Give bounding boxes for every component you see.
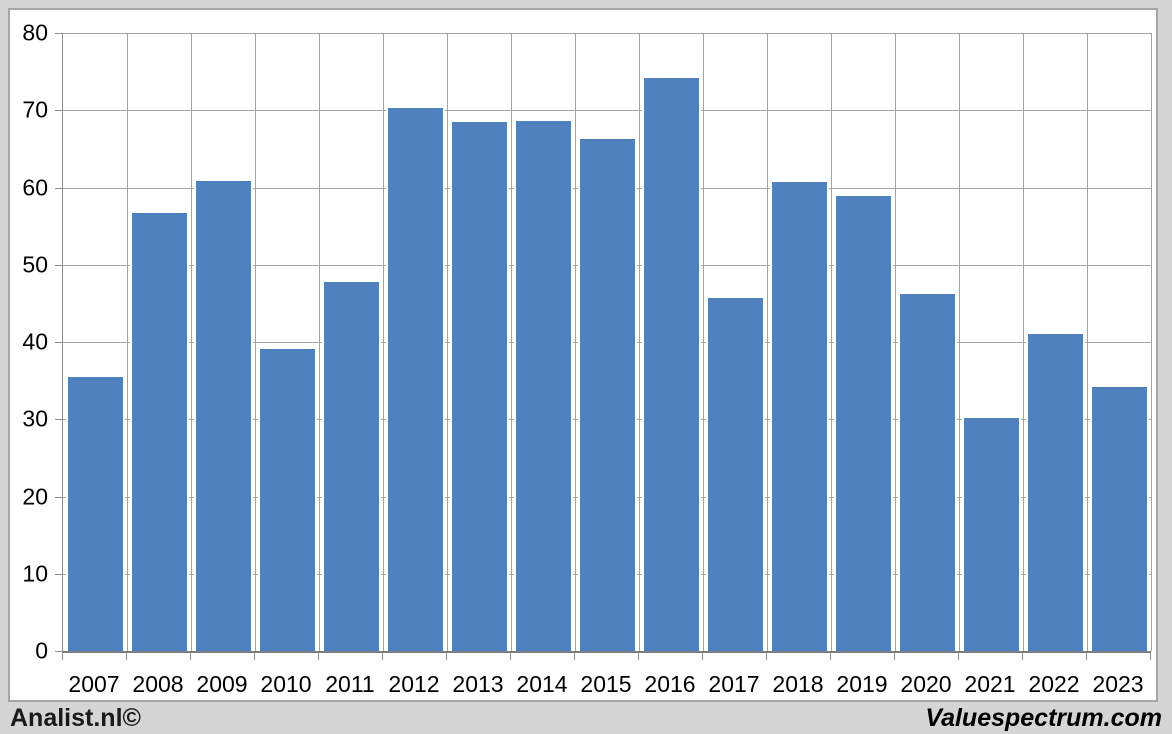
x-axis-tick-7 — [510, 653, 511, 660]
gridline-v-10 — [702, 33, 704, 651]
plot-area — [62, 33, 1152, 653]
y-axis-label-20: 20 — [22, 483, 48, 509]
y-axis-tick-60 — [55, 187, 62, 189]
x-axis-label-2022: 2022 — [1028, 671, 1080, 697]
x-axis-label-2014: 2014 — [516, 671, 568, 697]
y-axis-tick-0 — [55, 651, 62, 652]
x-axis-label-2023: 2023 — [1092, 671, 1144, 697]
y-axis-tick-20 — [55, 496, 62, 498]
bar-2013 — [449, 120, 509, 651]
x-axis-tick-5 — [382, 653, 383, 660]
footer-bar: Analist.nl© Valuespectrum.com — [0, 702, 1172, 734]
x-axis-label-2011: 2011 — [325, 671, 375, 697]
x-axis-label-2009: 2009 — [196, 671, 248, 697]
x-axis-label-2012: 2012 — [388, 671, 440, 697]
y-axis-label-80: 80 — [22, 19, 48, 46]
chart-panel: 0 10 20 30 40 50 60 70 80 2007 2008 2009 2010 2011 20… — [8, 8, 1158, 702]
gridline-v-6 — [446, 33, 448, 651]
x-axis-tick-6 — [446, 653, 447, 660]
x-axis-tick-1 — [126, 653, 127, 660]
bar-2018 — [769, 179, 829, 651]
x-axis-label-2008: 2008 — [132, 671, 184, 697]
y-axis-tick-10 — [55, 573, 62, 575]
gridline-h-70 — [63, 110, 1151, 112]
x-axis-tick-12 — [830, 653, 831, 660]
bar-2023 — [1089, 384, 1149, 651]
bar-2007 — [65, 375, 125, 651]
y-axis-tick-40 — [55, 342, 62, 343]
x-axis-label-2020: 2020 — [900, 671, 952, 697]
gridline-v-4 — [318, 33, 320, 651]
x-axis-tick-10 — [702, 653, 703, 660]
gridline-v-17 — [1150, 33, 1152, 651]
brand-analist: Analist.nl© — [10, 703, 141, 732]
x-axis-tick-11 — [766, 653, 767, 660]
x-axis-label-2017: 2017 — [708, 671, 760, 697]
y-axis-tick-70 — [55, 110, 62, 112]
x-axis-label-2018: 2018 — [772, 671, 824, 697]
x-axis-label-2021: 2021 — [964, 671, 1016, 697]
gridline-v-15 — [1022, 33, 1024, 651]
gridline-v-9 — [638, 33, 640, 651]
bar-2008 — [129, 210, 189, 651]
x-axis-tick-13 — [894, 653, 895, 660]
x-axis-label-2019: 2019 — [836, 671, 888, 697]
x-axis-label-2007: 2007 — [68, 671, 120, 697]
bar-2011 — [321, 280, 381, 651]
gridline-v-2 — [190, 33, 192, 651]
gridline-h-80 — [63, 33, 1151, 34]
y-axis-label-40: 40 — [22, 328, 48, 355]
x-axis-tick-16 — [1086, 653, 1087, 660]
bar-2015 — [577, 137, 637, 651]
x-axis-tick-14 — [958, 653, 959, 660]
x-axis-label-2013: 2013 — [452, 671, 504, 697]
brand-valuespectrum: Valuespectrum.com — [925, 703, 1162, 732]
x-axis-label-2015: 2015 — [580, 671, 632, 697]
x-axis-tick-4 — [318, 653, 319, 660]
bar-2010 — [257, 346, 317, 651]
bar-2021 — [961, 416, 1021, 651]
gridline-v-12 — [830, 33, 832, 651]
bar-2020 — [897, 291, 957, 651]
gridline-v-13 — [894, 33, 896, 651]
gridline-v-5 — [382, 33, 384, 651]
bar-2012 — [385, 105, 445, 651]
y-axis-tick-80 — [55, 33, 62, 34]
x-axis-tick-17 — [1150, 653, 1151, 660]
gridline-v-14 — [958, 33, 960, 651]
y-axis-label-10: 10 — [22, 560, 48, 587]
y-axis-label-30: 30 — [22, 405, 48, 432]
x-axis-tick-9 — [638, 653, 639, 660]
x-axis-label-2010: 2010 — [260, 671, 312, 697]
x-axis-tick-15 — [1022, 653, 1023, 660]
bar-2022 — [1025, 331, 1085, 651]
gridline-v-8 — [574, 33, 576, 651]
y-axis-tick-50 — [55, 264, 62, 266]
gridline-v-3 — [254, 33, 256, 651]
gridline-v-11 — [766, 33, 768, 651]
bar-2009 — [193, 179, 253, 651]
y-axis-label-70: 70 — [22, 96, 48, 123]
x-axis-label-2016: 2016 — [644, 671, 696, 697]
y-axis-label-0: 0 — [35, 637, 48, 664]
x-axis-tick-8 — [574, 653, 575, 660]
x-axis-tick-0 — [62, 653, 63, 660]
bar-2017 — [705, 295, 765, 651]
x-axis-tick-2 — [190, 653, 191, 660]
gridline-v-16 — [1086, 33, 1088, 651]
bar-2014 — [513, 118, 573, 651]
x-axis-tick-3 — [254, 653, 255, 660]
bar-2019 — [833, 194, 893, 651]
gridline-v-1 — [126, 33, 128, 651]
y-axis-label-60: 60 — [22, 174, 48, 200]
y-axis-tick-30 — [55, 419, 62, 421]
y-axis-label-50: 50 — [22, 251, 48, 278]
gridline-v-7 — [510, 33, 512, 651]
bar-2016 — [641, 76, 701, 651]
